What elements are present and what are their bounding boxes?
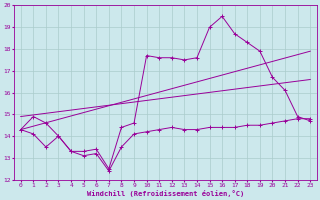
X-axis label: Windchill (Refroidissement éolien,°C): Windchill (Refroidissement éolien,°C)	[87, 190, 244, 197]
